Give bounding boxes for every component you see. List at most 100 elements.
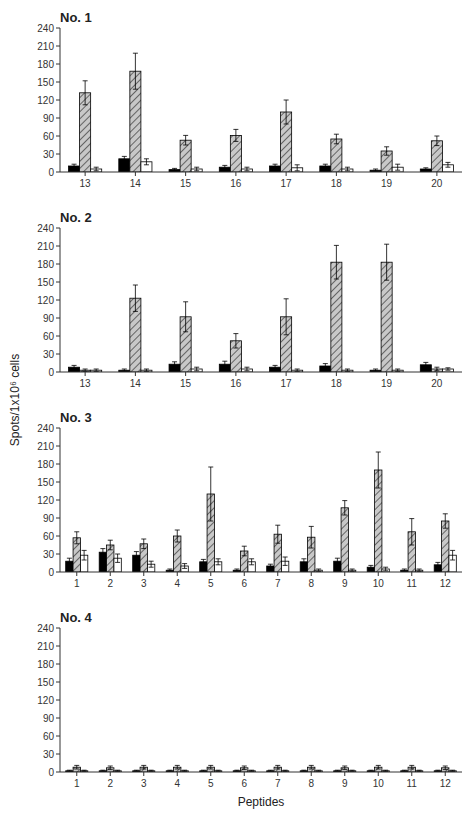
- x-tick-label: 3: [141, 578, 147, 589]
- error-bar: [423, 362, 428, 367]
- error-bar: [383, 770, 388, 771]
- error-bar: [134, 552, 139, 559]
- x-tick: [110, 772, 111, 776]
- error-bar: [335, 558, 340, 564]
- error-bar: [83, 81, 88, 105]
- y-tick: [56, 246, 60, 247]
- error-bar: [172, 168, 177, 170]
- error-bar: [216, 559, 221, 565]
- error-bar: [244, 367, 249, 371]
- error-bar: [309, 765, 314, 769]
- error-bar: [222, 361, 227, 367]
- error-bar: [122, 369, 127, 371]
- x-tick-label: 9: [342, 578, 348, 589]
- error-bar: [295, 369, 300, 371]
- x-tick-label: 5: [208, 578, 214, 589]
- error-bar: [376, 765, 381, 769]
- x-tick-label: 20: [431, 178, 443, 189]
- y-tick: [56, 518, 60, 519]
- y-tick-label: 120: [37, 695, 54, 706]
- x-tick-label: 2: [107, 778, 113, 789]
- y-tick-label: 30: [43, 349, 55, 360]
- error-bar: [316, 770, 321, 771]
- x-tick-label: 11: [407, 778, 418, 789]
- y-tick-label: 30: [43, 749, 55, 760]
- x-tick-label: 5: [208, 778, 214, 789]
- x-tick-label: 14: [130, 378, 142, 389]
- error-bar: [450, 550, 455, 560]
- x-tick: [177, 772, 178, 776]
- error-bar: [434, 367, 439, 371]
- y-tick: [56, 300, 60, 301]
- y-tick-label: 150: [37, 677, 54, 688]
- y-tick: [56, 772, 60, 773]
- y-tick-label: 60: [43, 531, 55, 542]
- x-tick-label: 3: [141, 778, 147, 789]
- y-tick-label: 0: [48, 367, 54, 378]
- x-tick: [336, 372, 337, 376]
- y-tick: [56, 118, 60, 119]
- y-tick: [56, 646, 60, 647]
- y-tick: [56, 628, 60, 629]
- error-bar: [395, 164, 400, 170]
- panel: No. 203060901201501802102401314151617181…: [37, 210, 462, 389]
- x-tick-label: 16: [230, 378, 242, 389]
- x-tick-label: 16: [230, 178, 242, 189]
- panel-title: No. 4: [60, 610, 93, 625]
- y-tick: [56, 500, 60, 501]
- y-tick-label: 90: [43, 313, 55, 324]
- y-tick: [56, 700, 60, 701]
- error-bar: [443, 766, 448, 770]
- error-bar: [301, 770, 306, 771]
- x-tick: [378, 772, 379, 776]
- error-bar: [284, 100, 289, 124]
- x-tick: [135, 172, 136, 176]
- x-tick: [177, 572, 178, 576]
- error-bar: [183, 302, 188, 332]
- y-tick-label: 150: [37, 77, 54, 88]
- error-bar: [368, 770, 373, 771]
- x-tick: [311, 772, 312, 776]
- x-tick-label: 7: [275, 778, 281, 789]
- error-bar: [383, 567, 388, 571]
- panel-title: No. 1: [60, 10, 92, 25]
- error-bar: [100, 770, 105, 771]
- error-bar: [435, 562, 440, 567]
- x-tick: [85, 372, 86, 376]
- error-bar: [115, 554, 120, 562]
- x-tick: [386, 172, 387, 176]
- x-tick: [210, 772, 211, 776]
- error-bar: [334, 134, 339, 144]
- error-bar: [342, 766, 347, 770]
- y-tick-label: 150: [37, 277, 54, 288]
- y-tick: [56, 482, 60, 483]
- error-bar: [108, 766, 113, 770]
- y-tick: [56, 536, 60, 537]
- y-tick: [56, 28, 60, 29]
- y-tick-label: 60: [43, 131, 55, 142]
- y-tick: [56, 264, 60, 265]
- error-bar: [273, 164, 278, 168]
- x-tick-label: 20: [431, 378, 443, 389]
- error-bar: [233, 129, 238, 141]
- error-bar: [345, 167, 350, 171]
- y-tick-label: 210: [37, 241, 54, 252]
- error-bar: [149, 770, 154, 771]
- x-tick: [277, 772, 278, 776]
- error-bar: [342, 501, 347, 515]
- error-bar: [208, 467, 213, 521]
- panel: No. 403060901201501802102401234567891011…: [37, 610, 462, 809]
- x-tick-label: 4: [174, 578, 180, 589]
- error-bar: [244, 167, 249, 171]
- x-tick-label: 13: [80, 178, 92, 189]
- error-bar: [133, 53, 138, 89]
- y-tick: [56, 736, 60, 737]
- error-bar: [275, 525, 280, 543]
- error-bar: [402, 569, 407, 571]
- x-tick-label: 12: [440, 578, 452, 589]
- y-tick-label: 180: [37, 459, 54, 470]
- y-tick-label: 0: [48, 567, 54, 578]
- error-bar: [208, 765, 213, 769]
- x-tick-label: 13: [80, 378, 92, 389]
- y-tick-label: 240: [37, 223, 54, 234]
